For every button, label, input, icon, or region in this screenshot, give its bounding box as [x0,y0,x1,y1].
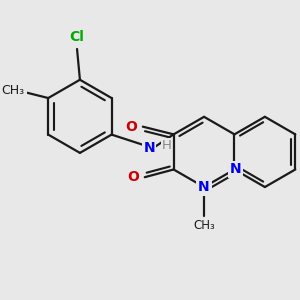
FancyBboxPatch shape [196,178,212,196]
Text: N: N [230,163,241,176]
FancyBboxPatch shape [190,218,218,233]
Text: H: H [162,139,172,152]
FancyBboxPatch shape [228,161,243,178]
Text: CH₃: CH₃ [193,219,215,232]
FancyBboxPatch shape [124,118,139,135]
Text: O: O [127,170,139,184]
Text: O: O [125,120,137,134]
Text: N: N [143,141,155,155]
Text: Cl: Cl [70,30,85,44]
FancyBboxPatch shape [125,169,141,185]
FancyBboxPatch shape [0,82,27,98]
FancyBboxPatch shape [161,138,172,152]
Text: CH₃: CH₃ [1,84,24,97]
FancyBboxPatch shape [142,140,156,156]
Text: N: N [198,180,210,194]
FancyBboxPatch shape [66,30,88,45]
